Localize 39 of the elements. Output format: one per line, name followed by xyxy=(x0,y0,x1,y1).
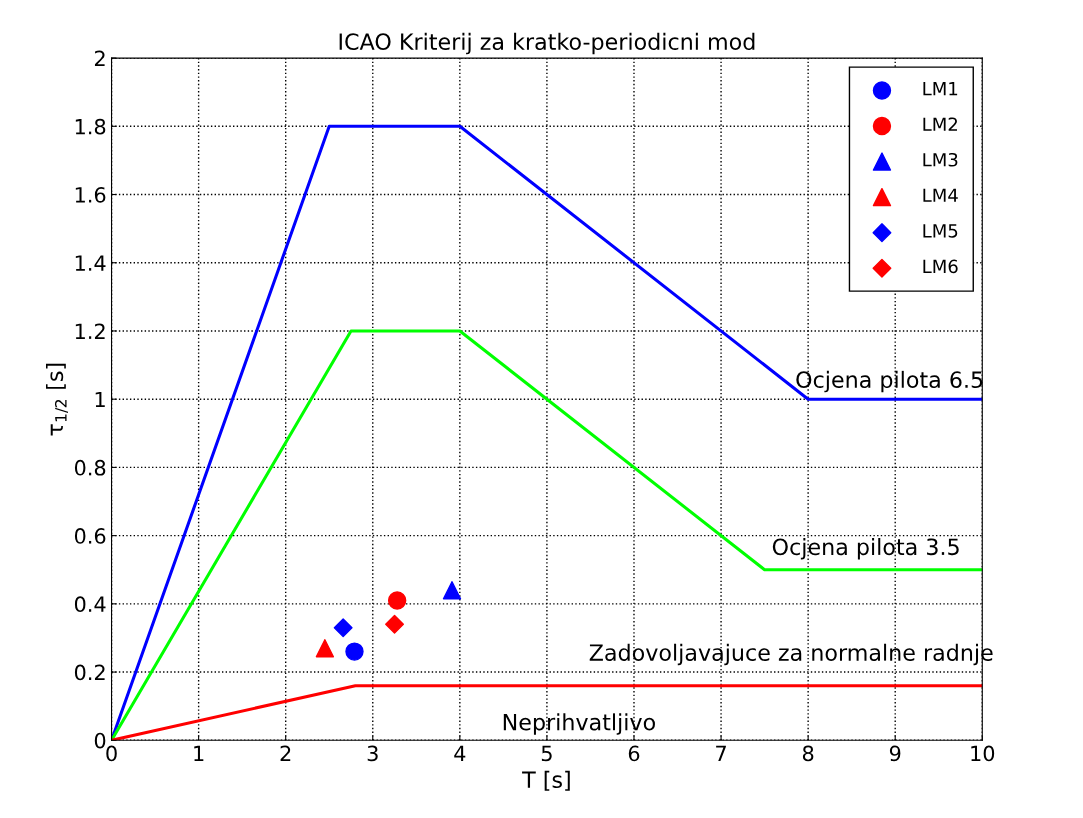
annotation: Neprihvatljivo xyxy=(503,713,655,735)
legend-label: LM1 xyxy=(923,82,958,96)
x-tick-label: 6 xyxy=(628,745,640,762)
y-tick-label: 1.4 xyxy=(75,255,106,271)
point xyxy=(345,642,364,661)
y-tick-label: 0.4 xyxy=(74,596,106,613)
y-tick-label: 1 xyxy=(95,391,105,408)
y-tick-label: 1.8 xyxy=(75,118,106,135)
x-tick-label: 2 xyxy=(280,745,291,761)
x-tick-label: 8 xyxy=(802,745,814,762)
y-tick-label: 1.6 xyxy=(75,186,106,203)
point xyxy=(333,618,353,638)
point xyxy=(385,614,405,634)
legend-label: LM3 xyxy=(923,152,958,167)
y-axis-title: τ$_{1/2}$ [s] xyxy=(46,363,68,436)
y-tick-label: 2 xyxy=(94,50,105,66)
point xyxy=(442,581,462,600)
legend-label: LM5 xyxy=(923,224,958,238)
legend-label: LM2 xyxy=(923,117,957,131)
x-tick-label: 10 xyxy=(971,745,995,762)
point xyxy=(387,591,407,610)
point xyxy=(315,638,335,658)
y-tick-label: 0 xyxy=(94,732,106,749)
y-tick-label: 0.8 xyxy=(74,459,106,476)
x-tick-label: 5 xyxy=(541,745,552,762)
x-tick-label: 7 xyxy=(716,745,726,761)
x-tick-label: 4 xyxy=(454,745,466,761)
x-tick-label: 9 xyxy=(889,745,901,762)
x-tick-label: 3 xyxy=(367,745,378,762)
chart-title: ICAO Kriterij za kratko-periodicni mod xyxy=(339,32,755,55)
legend-label: LM4 xyxy=(923,188,958,202)
y-tick-label: 1.2 xyxy=(75,323,105,339)
x-axis-title: T [s] xyxy=(522,770,570,791)
x-tick-label: 0 xyxy=(106,745,117,762)
annotation: Ocjena pilota 3.5 xyxy=(772,538,959,560)
y-tick-label: 0.2 xyxy=(74,664,105,681)
x-tick-label: 1 xyxy=(194,745,204,761)
y-tick-label: 0.6 xyxy=(74,528,106,544)
legend-label: LM6 xyxy=(923,259,958,274)
